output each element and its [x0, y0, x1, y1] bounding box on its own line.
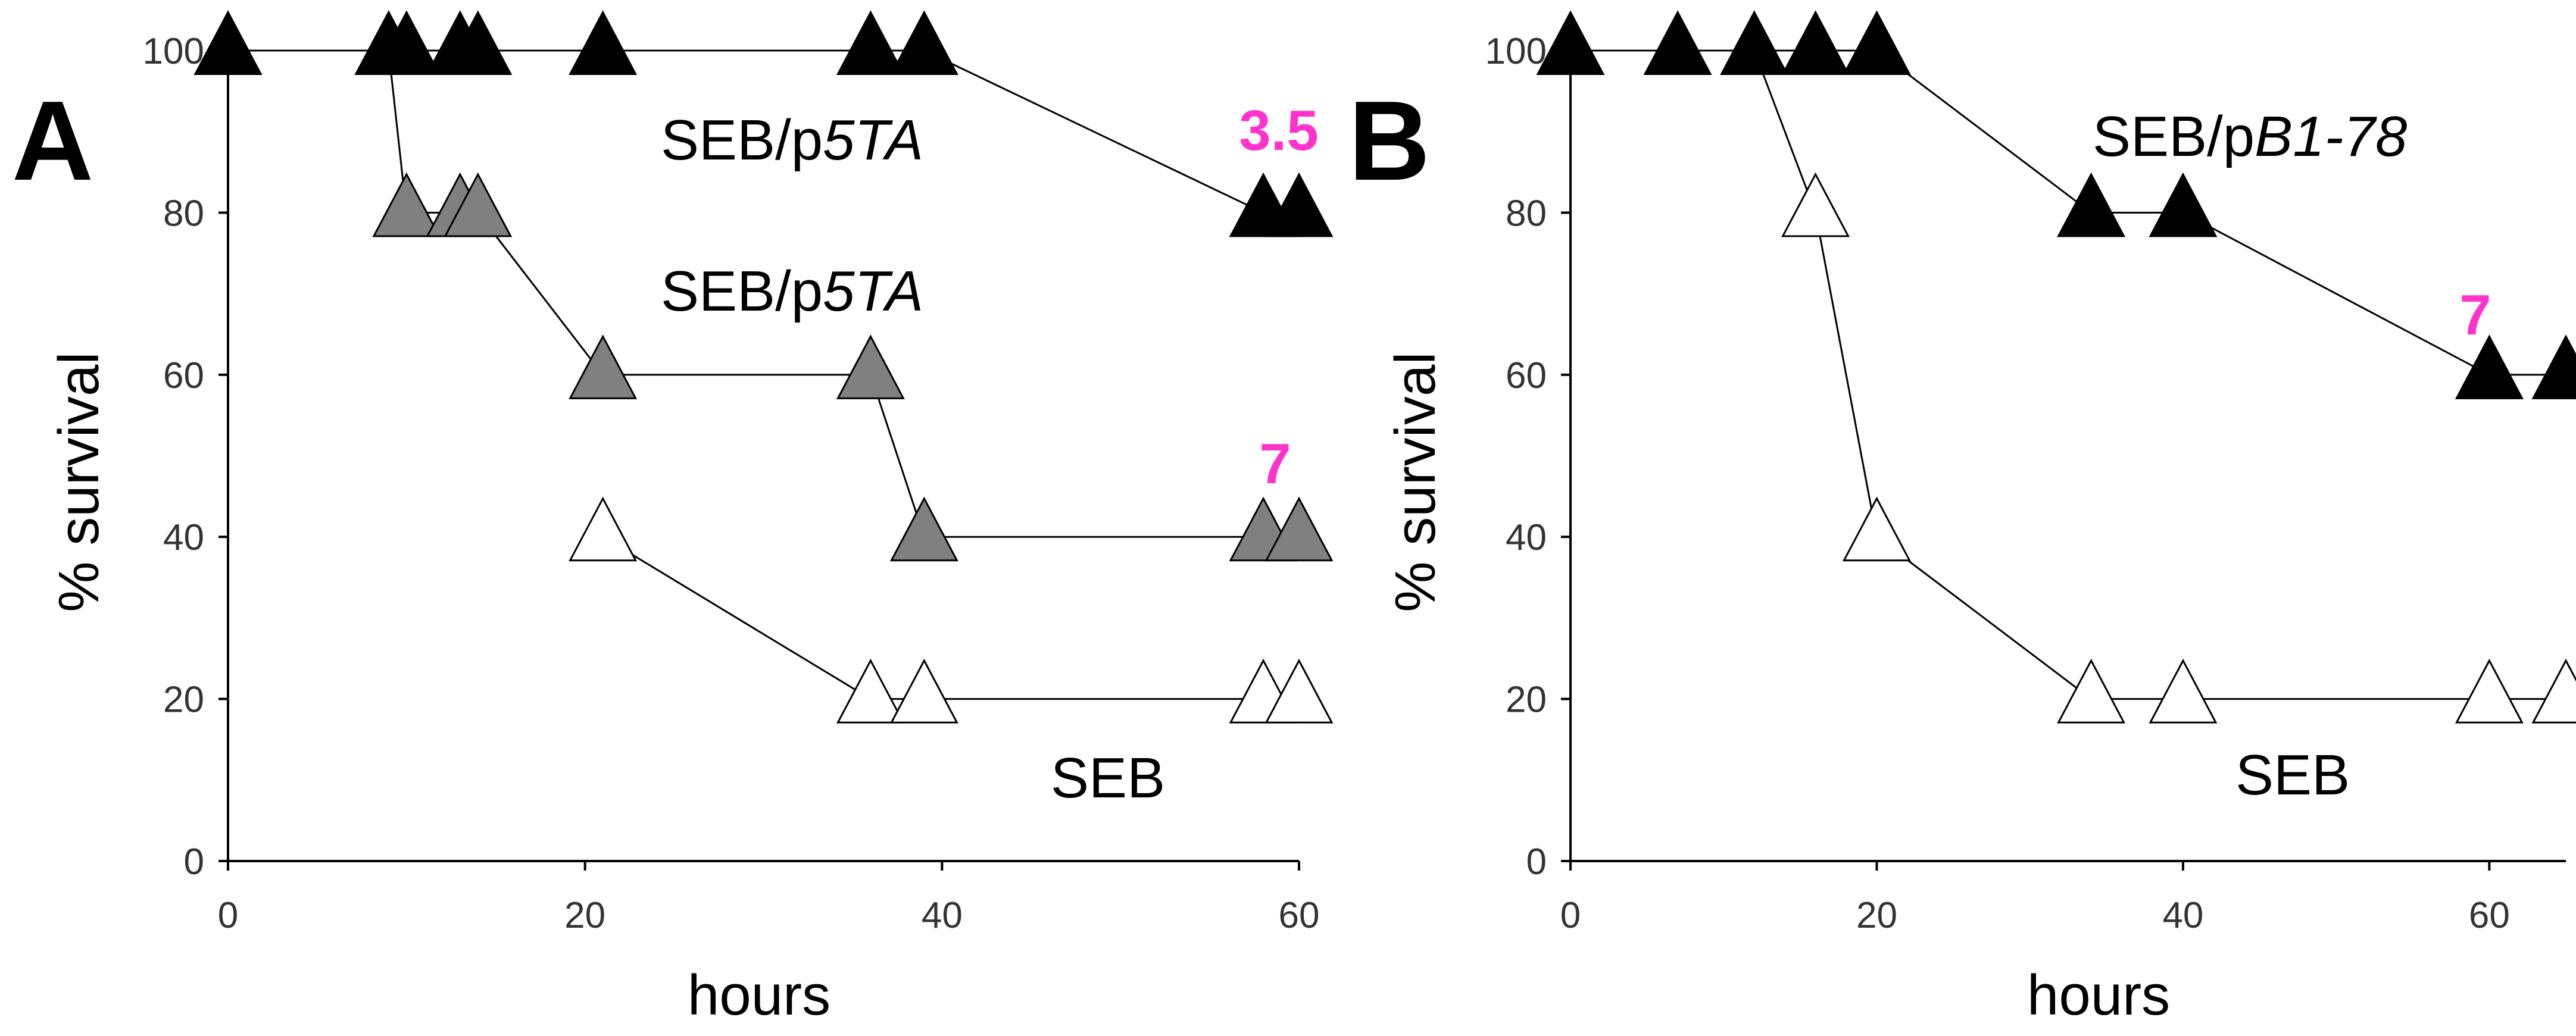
data-point-b-s0-3 — [1781, 10, 1850, 76]
x-tick-label-b-2: 40 — [2162, 895, 2203, 936]
x-tick-label-a-2: 40 — [922, 895, 963, 936]
data-point-a-s1-2 — [372, 172, 441, 237]
data-point-a-s1-4 — [444, 172, 513, 237]
data-point-a-s2-2 — [889, 658, 958, 724]
data-point-a-s1-7 — [889, 496, 958, 562]
data-point-a-s1-9 — [1264, 496, 1334, 562]
annotation-b-7: 7 — [2459, 283, 2491, 347]
series-label-a-black: SEB/p5TA — [661, 108, 923, 172]
series-label-b-open: SEB — [2235, 743, 2350, 807]
data-point-b-s1-4 — [2149, 658, 2218, 724]
data-point-b-s1-3 — [2057, 658, 2126, 724]
x-tick-label-b-0: 0 — [1560, 895, 1581, 936]
x-axis-title-a: hours — [688, 963, 830, 1027]
data-point-a-s0-7 — [889, 10, 958, 76]
series-label-a-black-italic: 5TA — [823, 108, 923, 172]
data-point-a-s2-1 — [836, 658, 905, 724]
data-point-a-s2-4 — [1264, 658, 1334, 724]
data-point-b-s0-4 — [1842, 10, 1911, 76]
series-line-a-1 — [228, 49, 1299, 538]
x-tick-label-b-1: 20 — [1856, 895, 1897, 936]
x-tick-label-a-0: 0 — [218, 895, 238, 936]
data-point-b-s0-6 — [2149, 172, 2218, 237]
series-label-b-black-prefix: SEB/p — [2093, 105, 2255, 168]
y-tick-label-a-1: 20 — [163, 680, 204, 721]
panel-letter-b: B — [1348, 78, 1430, 204]
panel-b-chart: B % survival hours 0 20 40 60 80 100 0 20 40 60 S… — [1348, 10, 2576, 1027]
data-point-a-s0-0 — [193, 10, 263, 76]
y-tick-label-b-4: 80 — [1506, 193, 1547, 234]
panel-a-chart: A % survival hours 0 20 40 60 80 100 0 20 40 60 S… — [12, 10, 1334, 1027]
data-point-b-s1-5 — [2455, 658, 2524, 724]
data-point-b-s1-6 — [2531, 658, 2576, 724]
series-group-a — [193, 10, 1334, 724]
series-group-b — [1536, 10, 2576, 724]
series-label-a-black-prefix: SEB/p — [661, 108, 823, 172]
data-point-a-s2-0 — [569, 496, 638, 562]
data-point-b-s0-8 — [2531, 334, 2576, 399]
y-tick-label-b-2: 40 — [1506, 517, 1547, 558]
y-tick-label-a-3: 60 — [163, 355, 204, 396]
y-tick-label-a-2: 40 — [163, 517, 204, 558]
series-line-b-0 — [1570, 49, 2566, 376]
data-point-a-s0-2 — [372, 10, 441, 76]
data-point-b-s0-5 — [2057, 172, 2126, 237]
x-tick-label-a-1: 20 — [564, 895, 605, 936]
series-label-a-grey-italic: 5TA — [823, 259, 923, 323]
x-tick-label-a-3: 60 — [1279, 895, 1320, 936]
y-tick-label-b-1: 20 — [1506, 680, 1547, 721]
data-point-b-s0-0 — [1536, 10, 1605, 76]
x-tick-label-b-3: 60 — [2469, 895, 2510, 936]
data-point-b-s0-7 — [2455, 334, 2524, 399]
data-point-a-s0-6 — [836, 10, 905, 76]
axes-b: 0 20 40 60 80 100 0 20 40 60 — [1485, 31, 2566, 936]
x-axis-title-b: hours — [2027, 963, 2170, 1027]
panel-letter-a: A — [12, 78, 93, 204]
data-point-b-s0-2 — [1720, 10, 1789, 76]
annotation-a-7: 7 — [1259, 432, 1291, 496]
data-point-a-s0-9 — [1264, 172, 1334, 237]
data-point-a-s0-5 — [569, 10, 638, 76]
data-point-b-s1-1 — [1781, 172, 1850, 237]
y-axis-title-a: % survival — [47, 352, 111, 612]
y-tick-label-b-5: 100 — [1485, 31, 1547, 72]
y-tick-label-a-4: 80 — [163, 193, 204, 234]
series-label-a-open: SEB — [1051, 746, 1165, 810]
y-tick-label-a-0: 0 — [184, 841, 204, 882]
y-tick-label-a-5: 100 — [143, 31, 204, 72]
series-label-b-black-italic: B1-78 — [2255, 105, 2407, 168]
data-point-a-s1-6 — [836, 334, 905, 399]
series-label-a-grey: SEB/p5TA — [661, 259, 923, 323]
data-point-a-s1-5 — [569, 334, 638, 399]
data-point-b-s1-2 — [1842, 496, 1911, 562]
data-point-b-s0-1 — [1643, 10, 1712, 76]
annotation-a-3-5: 3.5 — [1239, 99, 1318, 162]
data-point-a-s0-4 — [444, 10, 513, 76]
y-tick-label-b-0: 0 — [1526, 841, 1547, 882]
y-axis-title-b: % survival — [1384, 352, 1447, 612]
y-tick-label-b-3: 60 — [1506, 355, 1547, 396]
series-label-a-grey-prefix: SEB/p — [661, 259, 823, 323]
series-label-b-black: SEB/pB1-78 — [2093, 105, 2407, 168]
